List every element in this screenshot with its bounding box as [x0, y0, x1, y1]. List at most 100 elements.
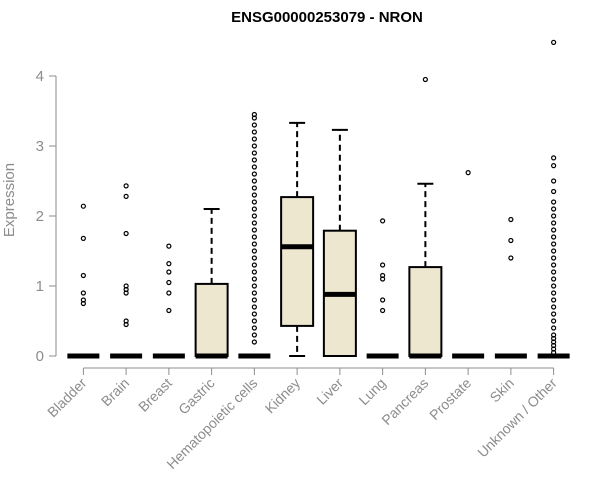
outlier-point: [551, 39, 557, 46]
outlier-point: [380, 272, 386, 279]
outlier-point: [251, 129, 257, 135]
outlier-point: [251, 262, 257, 268]
outlier-point: [551, 234, 557, 240]
outlier-point: [551, 199, 557, 205]
x-tick-label: Breast: [135, 375, 175, 415]
outlier-point: [251, 276, 257, 282]
outlier-point: [251, 332, 257, 338]
outlier-point: [80, 297, 86, 303]
x-tick-label: Liver: [313, 375, 346, 408]
box-iqr: [408, 266, 443, 358]
outlier-point: [251, 255, 257, 261]
outlier-point: [465, 170, 471, 176]
outlier-point: [251, 248, 257, 254]
outlier-point: [551, 227, 557, 233]
box-5: [280, 121, 315, 357]
outlier-point: [551, 325, 557, 331]
box-8: [408, 76, 443, 359]
outlier-point: [251, 171, 257, 177]
outlier-point: [551, 178, 557, 184]
outlier-point: [123, 283, 129, 289]
outlier-point: [551, 248, 557, 254]
outlier-point: [551, 206, 557, 212]
y-tick-label: 2: [36, 208, 44, 225]
outlier-point: [80, 272, 86, 279]
outlier-point: [80, 203, 86, 209]
y-tick-label: 0: [36, 348, 44, 365]
outlier-point: [508, 255, 514, 261]
outlier-point: [551, 269, 557, 275]
outlier-point: [380, 307, 386, 314]
outlier-point: [551, 155, 557, 161]
outlier-point: [551, 276, 557, 282]
box-9: [452, 170, 485, 359]
y-tick-label: 4: [36, 68, 44, 85]
outlier-point: [251, 150, 257, 156]
outlier-point: [551, 332, 557, 338]
outlier-point: [251, 206, 257, 212]
outlier-point: [251, 325, 257, 331]
outlier-point: [251, 241, 257, 247]
x-tick-label: Prostate: [426, 375, 474, 423]
box-iqr: [280, 196, 315, 327]
outlier-point: [551, 297, 557, 303]
y-axis: 0 1 2 3 4: [36, 68, 57, 365]
outlier-point: [251, 311, 257, 317]
y-tick-label: 3: [36, 138, 44, 155]
outlier-point: [80, 290, 86, 296]
outlier-point: [251, 164, 257, 170]
outlier-point: [251, 199, 257, 205]
outlier-point: [551, 220, 557, 226]
outlier-point: [251, 178, 257, 184]
box-11: [537, 39, 570, 359]
outlier-point: [251, 269, 257, 275]
x-tick-label: Unknown / Other: [474, 375, 560, 461]
outlier-point: [251, 185, 257, 191]
outlier-point: [123, 183, 129, 189]
outlier-point: [251, 290, 257, 296]
outlier-point: [380, 262, 386, 268]
outlier-point: [251, 213, 257, 219]
outlier-point: [551, 241, 557, 247]
box-0: [67, 203, 100, 359]
outlier-point: [551, 255, 557, 261]
outlier-point: [551, 304, 557, 310]
outlier-point: [251, 136, 257, 142]
outlier-point: [251, 111, 257, 118]
chart-title: ENSG00000253079 - NRON: [231, 9, 423, 26]
outlier-point: [251, 220, 257, 226]
outlier-point: [251, 143, 257, 149]
outlier-point: [123, 230, 129, 237]
outlier-point: [551, 283, 557, 289]
outlier-point: [551, 213, 557, 219]
outlier-point: [251, 304, 257, 310]
box-2: [152, 243, 185, 359]
outlier-point: [380, 297, 386, 303]
outlier-point: [166, 279, 172, 286]
outlier-point: [251, 297, 257, 303]
x-tick-label: Skin: [486, 375, 517, 406]
outlier-point: [551, 262, 557, 268]
outlier-point: [380, 218, 386, 224]
box-3: [194, 208, 229, 359]
outlier-point: [251, 234, 257, 240]
box-1: [110, 183, 143, 359]
x-tick-label: Kidney: [262, 375, 304, 417]
y-axis-label: Expression: [1, 163, 18, 237]
outlier-point: [166, 290, 172, 296]
outlier-point: [551, 163, 557, 169]
x-tick-label: Lung: [355, 375, 388, 408]
x-tick-label: Gastric: [175, 375, 218, 418]
outlier-point: [251, 283, 257, 289]
outlier-point: [251, 122, 257, 128]
x-tick-label: Pancreas: [378, 375, 431, 428]
box-7: [366, 218, 399, 359]
outlier-point: [508, 216, 514, 223]
outlier-point: [508, 237, 514, 244]
outlier-point: [251, 339, 257, 345]
outlier-point: [166, 261, 172, 267]
x-tick-label: Brain: [98, 375, 132, 409]
outlier-point: [123, 318, 129, 324]
